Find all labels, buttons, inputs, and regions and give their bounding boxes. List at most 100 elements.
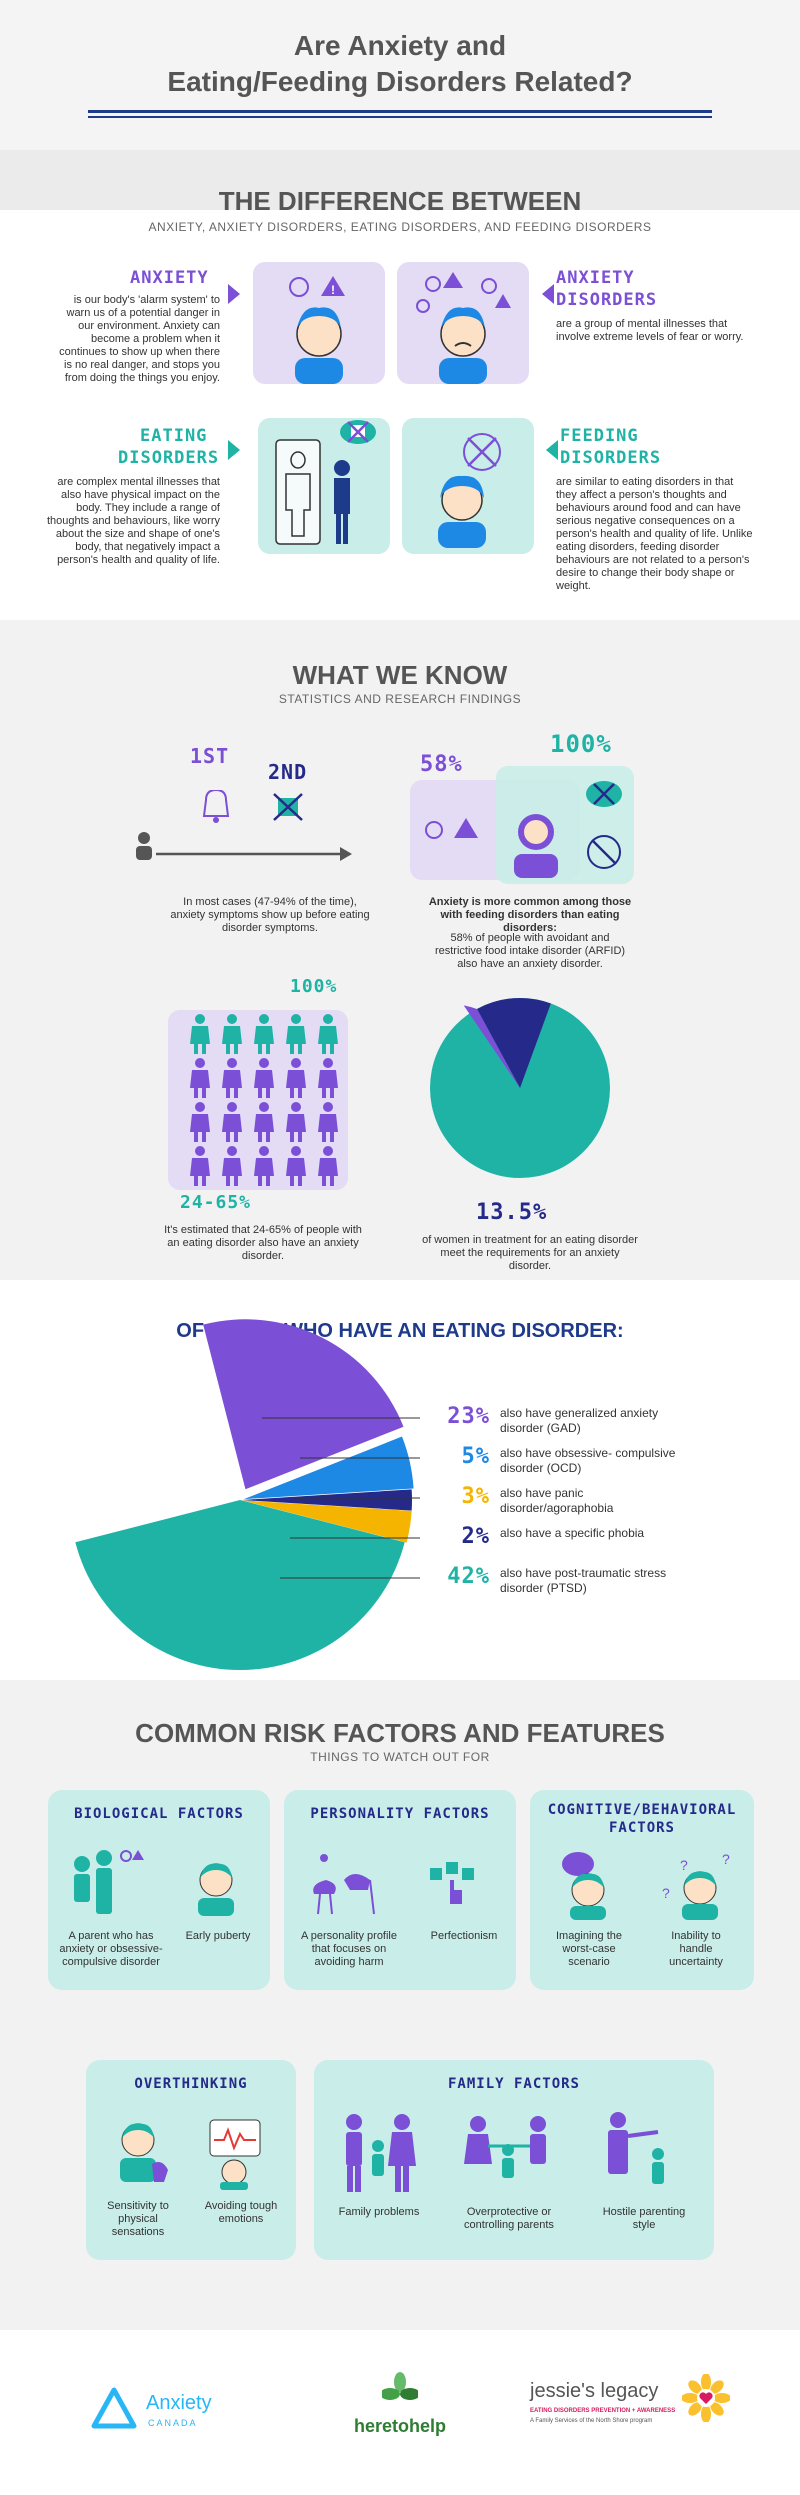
person-icon bbox=[318, 1146, 338, 1186]
arfid-text: 58% of people with avoidant and restrict… bbox=[434, 932, 626, 970]
anxiety-canada-mark-icon bbox=[91, 2387, 137, 2429]
women-text: of women in treatment for an eating diso… bbox=[422, 1234, 638, 1272]
second-label: 2ND bbox=[268, 760, 308, 784]
title-rule-top bbox=[88, 110, 712, 113]
ostrich-and-blocks-icon bbox=[313, 1854, 474, 1915]
stat-pct: 23% bbox=[447, 1404, 490, 1429]
timeline-text: In most cases (47-94% of the time), anxi… bbox=[170, 896, 370, 934]
person-icon bbox=[286, 1146, 306, 1186]
personality-heading: PERSONALITY FACTORS bbox=[310, 1806, 490, 1822]
pie-slice bbox=[203, 1319, 404, 1490]
stat-text: also have panic disorder/agoraphobia bbox=[500, 1486, 614, 1515]
biological-item2: Early puberty bbox=[185, 1930, 251, 1942]
heretohelp-name: heretohelp bbox=[353, 2416, 446, 2436]
anxiety-illustration: ! bbox=[253, 262, 385, 384]
stat-text: also have obsessive- compulsive disorder… bbox=[500, 1446, 676, 1475]
parent-child-icon bbox=[74, 1850, 234, 1916]
person-icon bbox=[190, 1146, 210, 1186]
personality-item2: Perfectionism bbox=[430, 1930, 498, 1942]
stat-pct: 2% bbox=[461, 1524, 490, 1549]
person-icon bbox=[254, 1014, 274, 1054]
person-icon bbox=[286, 1058, 306, 1098]
risk-section: COMMON RISK FACTORS AND FEATURES THINGS … bbox=[0, 1680, 800, 2330]
anxiety-text: is our body's 'alarm system' to warn us … bbox=[59, 294, 220, 384]
person-icon bbox=[190, 1058, 210, 1098]
family-item3: Hostile parenting style bbox=[602, 2206, 686, 2231]
anxiety-canada-name: Anxiety bbox=[146, 2392, 212, 2414]
arrow-left-icon bbox=[546, 440, 558, 460]
overthinking-heading: OVERTHINKING bbox=[134, 2076, 248, 2092]
person-icon bbox=[286, 1014, 306, 1054]
cognitive-heading-1: COGNITIVE/BEHAVIORAL bbox=[547, 1802, 737, 1818]
what-we-know-section: WHAT WE KNOW STATISTICS AND RESEARCH FIN… bbox=[0, 620, 800, 1280]
jessies-legacy-logo[interactable]: jessie's legacy EATING DISORDERS PREVENT… bbox=[530, 2374, 730, 2454]
anxiety-disorders-text: are a group of mental illnesses that inv… bbox=[556, 318, 744, 343]
mirror-person-icon bbox=[275, 420, 376, 545]
people-pct-top: 100% bbox=[290, 976, 338, 997]
alarm-bell-icon bbox=[202, 790, 230, 823]
svg-text:?: ? bbox=[722, 1851, 730, 1867]
svg-text:?: ? bbox=[662, 1885, 670, 1901]
overthinking-card: OVERTHINKING Sensitivity to physical sen… bbox=[86, 2060, 296, 2260]
first-label: 1ST bbox=[190, 744, 230, 768]
pie-slice bbox=[243, 1436, 414, 1500]
person-refusing-food-icon bbox=[438, 433, 501, 548]
arfid-pct-large: 100% bbox=[550, 730, 612, 758]
eating-disorders-text: are complex mental illnesses that also h… bbox=[46, 476, 220, 566]
person-icon bbox=[222, 1058, 242, 1098]
svg-text:?: ? bbox=[680, 1857, 688, 1873]
arfid-icons bbox=[425, 781, 622, 878]
pie-slice bbox=[242, 1489, 412, 1511]
worried-face-icon bbox=[416, 272, 511, 384]
overthinking-item1: Sensitivity to physical sensations bbox=[107, 2200, 169, 2238]
jessies-legacy-sub1: EATING DISORDERS PREVENTION + AWARENESS bbox=[530, 2408, 676, 2414]
anxiety-canada-sub: CANADA bbox=[148, 2418, 198, 2428]
eating-disorder-stats-section: OF THOSE WHO HAVE AN EATING DISORDER: 23… bbox=[0, 1280, 800, 1680]
biological-card: BIOLOGICAL FACTORS A parent who has anxi… bbox=[48, 1790, 270, 1990]
stat-text: also have post-traumatic stress disorder… bbox=[500, 1566, 667, 1595]
personality-item1: A personality profile that focuses on av… bbox=[301, 1930, 397, 1968]
person-icon bbox=[190, 1014, 210, 1054]
arrow-right-icon bbox=[228, 440, 240, 460]
women-pct: 13.5% bbox=[476, 1200, 548, 1225]
difference-subtitle: ANXIETY, ANXIETY DISORDERS, EATING DISOR… bbox=[148, 220, 652, 234]
person-icon bbox=[254, 1146, 274, 1186]
eating-disorder-pie-chart bbox=[75, 1319, 420, 1670]
stat-text: also have generalized anxiety disorder (… bbox=[500, 1406, 659, 1435]
pie-slice-women bbox=[476, 998, 551, 1088]
arfid-pct-small: 58% bbox=[420, 752, 463, 777]
arfid-bold: Anxiety is more common among those with … bbox=[428, 896, 632, 934]
risk-subtitle: THINGS TO WATCH OUT FOR bbox=[310, 1750, 490, 1764]
people-pct-bottom: 24-65% bbox=[180, 1192, 252, 1213]
difference-section: THE DIFFERENCE BETWEEN ANXIETY, ANXIETY … bbox=[0, 150, 800, 620]
header: Are Anxiety and Eating/Feeding Disorders… bbox=[0, 0, 800, 150]
stat-text: also have a specific phobia bbox=[500, 1526, 645, 1540]
person-icon bbox=[254, 1102, 274, 1142]
people-text: It's estimated that 24-65% of people wit… bbox=[164, 1224, 362, 1262]
person-icon bbox=[318, 1014, 338, 1054]
feeding-disorders-heading-1: FEEDING bbox=[560, 426, 639, 446]
people-grid bbox=[190, 1014, 338, 1186]
no-food-icon bbox=[273, 793, 303, 821]
sunflower-icon bbox=[682, 2374, 730, 2422]
anxiety-disorders-heading-1: ANXIETY bbox=[556, 268, 635, 288]
heretohelp-logo[interactable]: heretohelp bbox=[330, 2372, 470, 2452]
family-heading: FAMILY FACTORS bbox=[447, 2076, 580, 2092]
women-pie-chart bbox=[430, 998, 610, 1178]
pie-slice bbox=[241, 1500, 412, 1543]
cognitive-item1: Imagining the worst-case scenario bbox=[555, 1930, 623, 1968]
person-icon bbox=[222, 1014, 242, 1054]
person-icon bbox=[222, 1146, 242, 1186]
biological-item1: A parent who has anxiety or obsessive-co… bbox=[59, 1930, 163, 1968]
family-item1: Family problems bbox=[338, 2206, 420, 2218]
worried-thoughts-icon: ? ? ? bbox=[562, 1851, 730, 1920]
person-icon bbox=[222, 1102, 242, 1142]
footer: Anxiety CANADA heretohelp jessie's legac… bbox=[0, 2330, 800, 2495]
section-band bbox=[0, 150, 800, 210]
eating-disorders-heading-2: DISORDERS bbox=[118, 448, 220, 468]
person-icon bbox=[254, 1058, 274, 1098]
timeline-arrow bbox=[136, 790, 352, 861]
jessies-legacy-name: jessie's legacy bbox=[530, 2380, 659, 2402]
stat-pct: 42% bbox=[447, 1564, 490, 1589]
anxiety-canada-logo[interactable]: Anxiety CANADA bbox=[90, 2380, 250, 2440]
